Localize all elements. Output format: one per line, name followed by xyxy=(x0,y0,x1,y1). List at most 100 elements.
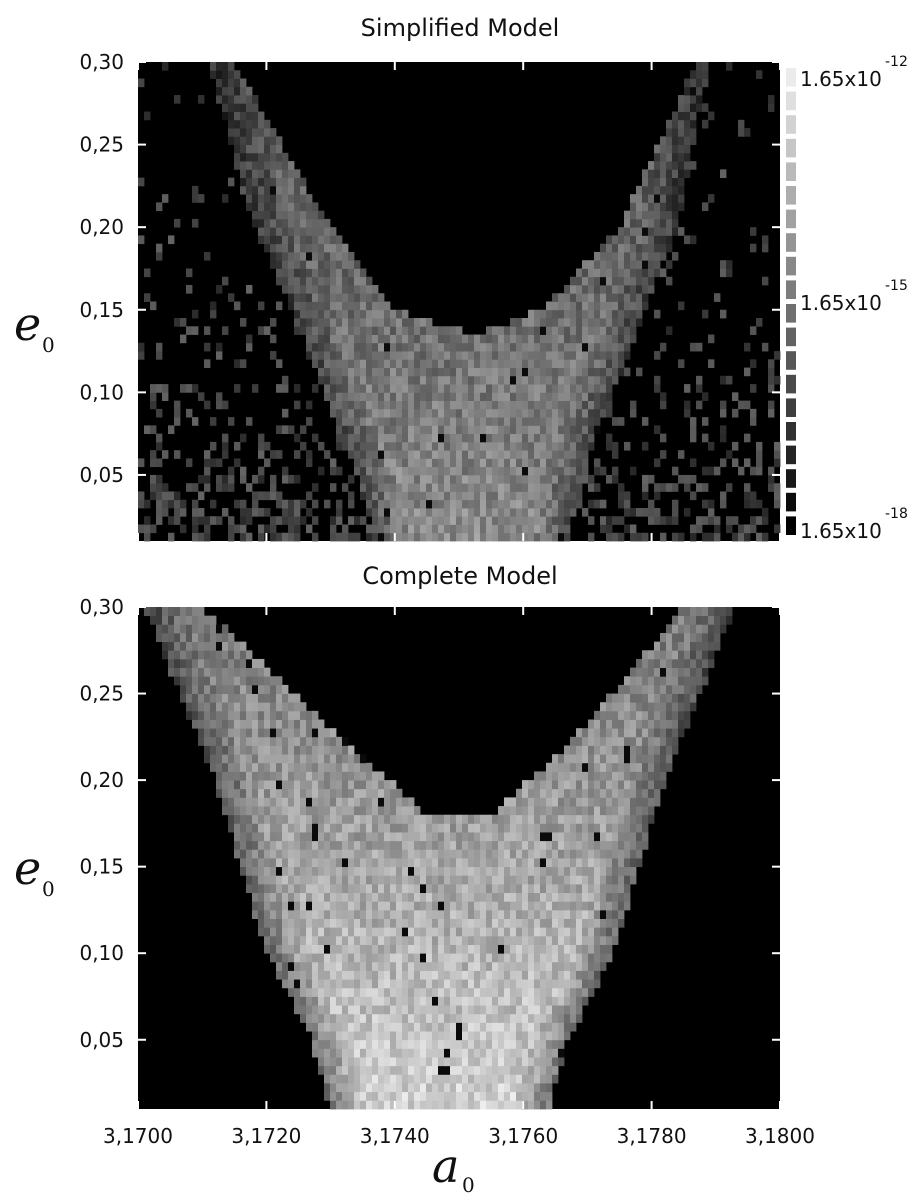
heatmap-cell xyxy=(138,491,145,501)
heatmap-cell xyxy=(252,728,259,738)
heatmap-cell xyxy=(498,392,505,401)
heatmap-cell xyxy=(336,935,343,945)
heatmap-cell xyxy=(390,927,397,937)
heatmap-cell xyxy=(516,384,523,393)
heatmap-cell xyxy=(606,823,613,833)
heatmap-cell xyxy=(648,210,655,220)
heatmap-cell xyxy=(474,944,481,954)
heatmap-cell xyxy=(174,408,181,418)
heatmap-cell xyxy=(396,1057,403,1067)
heatmap-cell xyxy=(330,351,337,360)
heatmap-cell xyxy=(564,400,571,410)
heatmap-cell xyxy=(246,658,253,668)
heatmap-cell xyxy=(366,441,373,451)
heatmap-cell xyxy=(264,119,271,129)
heatmap-cell xyxy=(414,1100,421,1110)
heatmap-cell xyxy=(516,499,523,509)
heatmap-cell xyxy=(450,532,457,542)
heatmap-cell xyxy=(150,483,157,492)
heatmap-cell xyxy=(222,441,229,451)
heatmap-cell xyxy=(564,875,571,885)
heatmap-cell xyxy=(372,788,379,798)
heatmap-cell xyxy=(282,218,289,228)
heatmap-cell xyxy=(648,771,655,781)
heatmap-cell xyxy=(624,276,631,286)
heatmap-cell xyxy=(174,218,181,228)
heatmap-cell xyxy=(210,693,217,703)
heatmap-cell xyxy=(294,318,301,327)
heatmap-cell xyxy=(396,1005,403,1015)
heatmap-cell xyxy=(414,417,421,426)
heatmap-cell xyxy=(288,702,295,712)
heatmap-cell xyxy=(492,814,499,824)
heatmap-cell xyxy=(330,227,337,236)
heatmap-cell xyxy=(318,918,325,928)
heatmap-cell xyxy=(204,474,211,484)
heatmap-cell xyxy=(396,823,403,833)
heatmap-cell xyxy=(162,491,169,501)
heatmap-cell xyxy=(390,780,397,790)
heatmap-cell xyxy=(588,417,595,426)
heatmap-cell xyxy=(414,1005,421,1015)
heatmap-cell xyxy=(192,417,199,426)
heatmap-cell xyxy=(330,780,337,790)
heatmap-cell xyxy=(504,1022,511,1032)
heatmap-cell xyxy=(342,392,349,401)
heatmap-cell xyxy=(540,1022,547,1032)
heatmap-cell xyxy=(258,901,265,911)
heatmap-cell xyxy=(612,875,619,885)
heatmap-cell xyxy=(522,450,529,459)
heatmap-cell xyxy=(318,892,325,902)
heatmap-cell xyxy=(282,814,289,824)
heatmap-cell xyxy=(678,710,685,720)
heatmap-cell xyxy=(372,400,379,410)
heatmap-cell xyxy=(606,235,613,245)
heatmap-cell xyxy=(258,702,265,712)
heatmap-cell xyxy=(648,684,655,694)
heatmap-cell xyxy=(522,532,529,542)
heatmap-cell xyxy=(390,351,397,360)
heatmap-cell xyxy=(294,384,301,393)
heatmap-cell xyxy=(684,474,691,484)
heatmap-cell xyxy=(426,875,433,885)
heatmap-cell xyxy=(294,883,301,894)
heatmap-cell xyxy=(336,901,343,911)
heatmap-cell xyxy=(660,194,667,203)
heatmap-cell xyxy=(234,524,241,534)
heatmap-cell xyxy=(576,276,583,286)
heatmap-cell xyxy=(390,516,397,525)
heatmap-cell xyxy=(276,719,283,729)
heatmap-cell xyxy=(492,359,499,368)
heatmap-cell xyxy=(378,927,385,937)
heatmap-cell xyxy=(546,866,553,876)
heatmap-cell xyxy=(294,693,301,703)
heatmap-cell xyxy=(336,909,343,919)
heatmap-cell xyxy=(528,1065,535,1075)
heatmap-cell xyxy=(486,351,493,360)
heatmap-cell xyxy=(522,474,529,484)
heatmap-cell xyxy=(720,425,727,435)
heatmap-cell xyxy=(570,970,577,980)
heatmap-cell xyxy=(402,367,409,377)
heatmap-cell xyxy=(588,728,595,738)
heatmap-cell xyxy=(288,474,295,484)
heatmap-cell xyxy=(468,823,475,833)
heatmap-cell xyxy=(252,667,259,677)
heatmap-cell xyxy=(510,516,517,525)
heatmap-cell xyxy=(234,359,241,368)
heatmap-cell xyxy=(240,474,247,484)
heatmap-cell xyxy=(366,293,373,302)
heatmap-cell xyxy=(642,417,649,426)
heatmap-cell xyxy=(738,128,745,137)
heatmap-cell xyxy=(612,441,619,451)
heatmap-cell xyxy=(354,780,361,790)
heatmap-cell xyxy=(420,883,427,894)
heatmap-cell xyxy=(696,342,703,352)
heatmap-cell xyxy=(324,780,331,790)
heatmap-cell xyxy=(450,433,457,443)
heatmap-cell xyxy=(588,342,595,352)
heatmap-cell xyxy=(462,458,469,468)
heatmap-cell xyxy=(330,318,337,327)
heatmap-cell xyxy=(522,425,529,435)
heatmap-cell xyxy=(414,516,421,525)
